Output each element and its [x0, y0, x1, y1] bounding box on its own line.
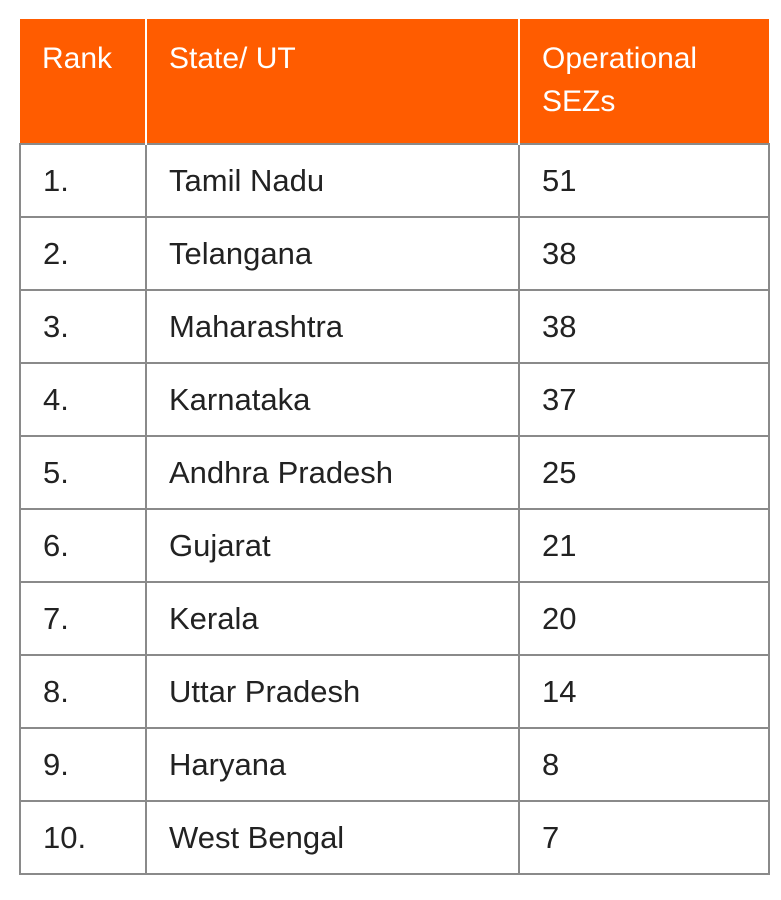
sez-count-cell: 14: [518, 654, 770, 729]
state-cell: Haryana: [145, 727, 520, 802]
rank-cell: 9.: [19, 727, 147, 802]
state-column-header: State/ UT: [145, 19, 519, 144]
table-row: 3. Maharashtra 38: [19, 289, 770, 364]
state-cell: Gujarat: [145, 508, 520, 583]
sez-count-cell: 7: [518, 800, 770, 875]
sez-count-cell: 21: [518, 508, 770, 583]
rank-cell: 2.: [19, 216, 147, 291]
rank-cell: 3.: [19, 289, 147, 364]
table-row: 5. Andhra Pradesh 25: [19, 435, 770, 510]
rank-cell: 6.: [19, 508, 147, 583]
sez-count-cell: 37: [518, 362, 770, 437]
header-row: Rank State/ UT Operational SEZs: [20, 19, 769, 144]
rank-cell: 8.: [19, 654, 147, 729]
sez-count-cell: 25: [518, 435, 770, 510]
sez-ranking-table: Rank State/ UT Operational SEZs 1. Tamil…: [19, 19, 770, 875]
sez-count-cell: 38: [518, 289, 770, 364]
rank-cell: 10.: [19, 800, 147, 875]
sez-count-cell: 20: [518, 581, 770, 656]
state-cell: Karnataka: [145, 362, 520, 437]
table-row: 9. Haryana 8: [19, 727, 770, 802]
table-row: 10. West Bengal 7: [19, 800, 770, 875]
table-row: 2. Telangana 38: [19, 216, 770, 291]
sez-count-cell: 8: [518, 727, 770, 802]
rank-cell: 7.: [19, 581, 147, 656]
state-cell: Telangana: [145, 216, 520, 291]
table-row: 6. Gujarat 21: [19, 508, 770, 583]
rank-column-header: Rank: [20, 19, 146, 144]
table-row: 7. Kerala 20: [19, 581, 770, 656]
table-row: 1. Tamil Nadu 51: [19, 143, 770, 218]
operational-sezs-column-header: Operational SEZs: [518, 19, 769, 144]
state-cell: Uttar Pradesh: [145, 654, 520, 729]
rank-cell: 5.: [19, 435, 147, 510]
state-cell: Maharashtra: [145, 289, 520, 364]
state-cell: Kerala: [145, 581, 520, 656]
rank-cell: 4.: [19, 362, 147, 437]
table-header: Rank State/ UT Operational SEZs: [20, 19, 769, 144]
table-row: 8. Uttar Pradesh 14: [19, 654, 770, 729]
state-cell: Andhra Pradesh: [145, 435, 520, 510]
table-row: 4. Karnataka 37: [19, 362, 770, 437]
sez-count-cell: 38: [518, 216, 770, 291]
state-cell: West Bengal: [145, 800, 520, 875]
table-body: 1. Tamil Nadu 51 2. Telangana 38 3. Maha…: [19, 143, 770, 875]
rank-cell: 1.: [19, 143, 147, 218]
state-cell: Tamil Nadu: [145, 143, 520, 218]
sez-count-cell: 51: [518, 143, 770, 218]
